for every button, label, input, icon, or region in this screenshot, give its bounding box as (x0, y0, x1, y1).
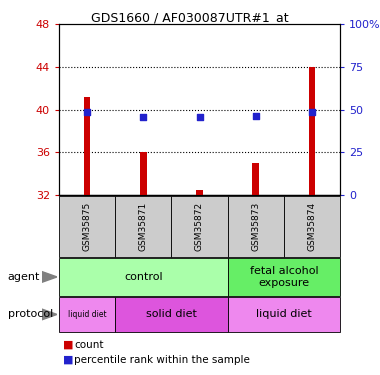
Point (84, 109, 90, 115)
Text: GSM35873: GSM35873 (251, 202, 260, 251)
Bar (84, 97, 90, 195)
Text: GSM35874: GSM35874 (307, 202, 317, 251)
Text: control: control (124, 272, 163, 282)
Text: liquid diet: liquid diet (256, 309, 312, 320)
Text: ■: ■ (63, 340, 73, 350)
Text: GSM35872: GSM35872 (195, 202, 204, 251)
Text: protocol: protocol (8, 309, 53, 320)
Text: solid diet: solid diet (146, 309, 197, 320)
Polygon shape (42, 309, 57, 320)
Bar (252, 163, 259, 195)
Bar (140, 152, 147, 195)
Point (309, 109, 315, 115)
Text: count: count (74, 340, 104, 350)
Point (253, 112, 259, 118)
Text: ■: ■ (63, 355, 73, 365)
Text: GSM35871: GSM35871 (139, 202, 148, 251)
Polygon shape (42, 272, 57, 282)
Text: GDS1660 / AF030087UTR#1_at: GDS1660 / AF030087UTR#1_at (91, 11, 289, 24)
Text: percentile rank within the sample: percentile rank within the sample (74, 355, 250, 365)
Text: GSM35875: GSM35875 (82, 202, 92, 251)
Text: liquid diet: liquid diet (68, 310, 106, 319)
Text: fetal alcohol
exposure: fetal alcohol exposure (250, 266, 318, 288)
Point (140, 114, 146, 120)
Point (196, 114, 203, 120)
Bar (309, 67, 315, 195)
Text: agent: agent (8, 272, 40, 282)
Bar (196, 190, 203, 195)
